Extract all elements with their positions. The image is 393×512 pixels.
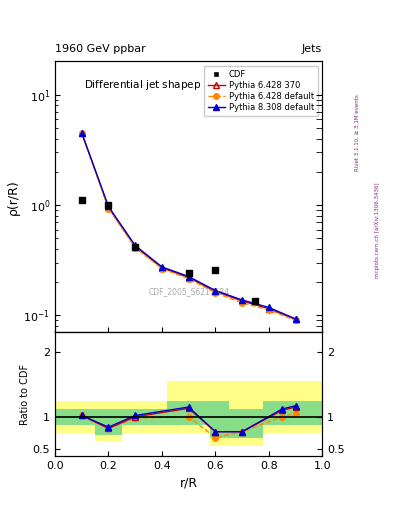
Point — [252, 297, 259, 305]
Point — [212, 266, 219, 274]
Point — [132, 243, 138, 251]
Text: mcplots.cern.ch [arXiv:1306.3436]: mcplots.cern.ch [arXiv:1306.3436] — [375, 183, 380, 278]
Legend: CDF, Pythia 6.428 370, Pythia 6.428 default, Pythia 8.308 default: CDF, Pythia 6.428 370, Pythia 6.428 defa… — [204, 66, 318, 116]
Text: Jets: Jets — [302, 44, 322, 54]
Text: CDF_2005_S6217184: CDF_2005_S6217184 — [148, 287, 229, 296]
Y-axis label: ρ(r/R): ρ(r/R) — [7, 179, 20, 215]
X-axis label: r/R: r/R — [180, 476, 198, 489]
Point — [79, 197, 85, 205]
Text: Differential jet shapep (304 < p$_T$ < 340): Differential jet shapep (304 < p$_T$ < 3… — [84, 78, 294, 92]
Text: 1960 GeV ppbar: 1960 GeV ppbar — [55, 44, 146, 54]
Text: Rivet 3.1.10, ≥ 3.1M events: Rivet 3.1.10, ≥ 3.1M events — [355, 95, 360, 172]
Point — [185, 269, 192, 278]
Y-axis label: Ratio to CDF: Ratio to CDF — [20, 364, 30, 424]
Point — [105, 201, 112, 209]
